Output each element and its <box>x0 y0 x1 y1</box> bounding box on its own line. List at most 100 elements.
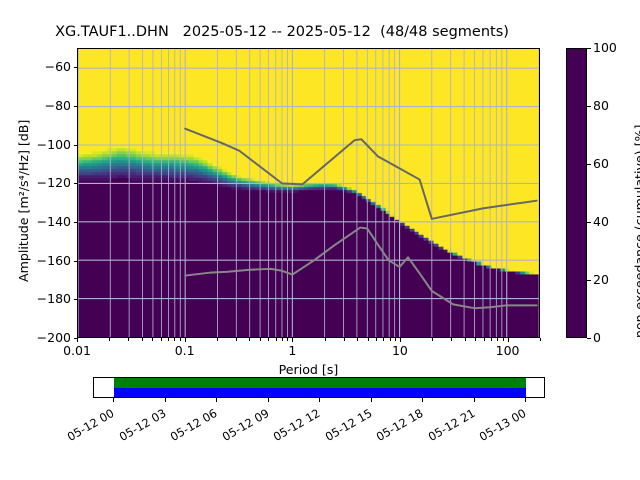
y-tick-label: −160 <box>36 252 71 268</box>
x-tick-mark <box>383 338 385 341</box>
x-tick-mark <box>184 338 186 342</box>
colorbar-tick-label: 40 <box>593 214 609 229</box>
x-tick-mark <box>179 338 181 341</box>
x-tick-mark <box>128 338 130 341</box>
timeline-date-label: 05-12 00 <box>64 405 117 444</box>
x-tick-mark <box>249 338 251 341</box>
colorbar-tick-mark <box>587 106 591 107</box>
timeline-tick-mark <box>112 398 114 402</box>
noise-model-lines <box>184 127 538 310</box>
data-coverage-timeline[interactable] <box>93 377 545 398</box>
y-tick-label: −100 <box>36 136 71 152</box>
x-tick-label: 0.01 <box>63 343 91 358</box>
x-tick-mark <box>395 338 397 341</box>
x-tick-mark <box>376 338 378 341</box>
timeline-tick-mark <box>370 398 372 402</box>
timeline-tick-mark <box>319 398 321 402</box>
timeline-tick-mark <box>422 398 424 402</box>
x-tick-mark <box>236 338 237 341</box>
x-tick-mark <box>343 338 345 341</box>
x-tick-mark <box>109 338 111 341</box>
x-tick-mark <box>281 338 283 341</box>
noise-model-nhnm <box>184 127 538 220</box>
timeline-tick-mark <box>473 398 475 402</box>
timeline-tick-mark <box>525 398 527 402</box>
ppsd-heatmap <box>78 49 539 337</box>
y-tick-label: −140 <box>36 214 71 229</box>
x-tick-mark <box>174 338 176 341</box>
y-tick-mark <box>73 299 77 301</box>
colorbar-tick-label: 100 <box>593 40 617 55</box>
colorbar-gradient <box>567 49 586 337</box>
colorbar-tick-label: 20 <box>593 272 609 287</box>
x-tick-mark <box>357 338 359 341</box>
y-tick-mark <box>73 106 77 107</box>
x-tick-mark <box>292 338 294 342</box>
x-tick-label: 0.1 <box>174 343 195 358</box>
x-tick-mark <box>367 338 369 341</box>
y-tick-mark <box>73 183 77 185</box>
ppsd-plot-area[interactable] <box>77 48 540 338</box>
colorbar-tick-mark <box>587 48 591 49</box>
x-tick-mark <box>389 338 391 341</box>
page-title: XG.TAUF1..DHN 2025-05-12 -- 2025-05-12 (… <box>55 24 509 40</box>
timeline-date-label: 05-12 03 <box>116 405 169 444</box>
x-axis-label: Period [s] <box>278 362 339 377</box>
y-tick-label: −180 <box>36 291 71 307</box>
y-tick-label: −60 <box>44 59 71 75</box>
data-coverage-green <box>113 378 526 388</box>
x-tick-mark <box>217 338 219 341</box>
data-coverage-blue <box>113 387 526 397</box>
timeline-tick-mark <box>164 398 166 402</box>
timeline-date-label: 05-12 09 <box>219 405 272 444</box>
colorbar-tick-mark <box>587 280 591 281</box>
y-tick-mark <box>73 260 77 262</box>
x-tick-label: 100 <box>495 343 520 358</box>
x-tick-label: 1 <box>288 343 297 358</box>
y-tick-mark <box>73 338 77 339</box>
x-tick-mark <box>399 338 401 342</box>
x-tick-mark <box>507 338 509 342</box>
y-tick-mark <box>73 67 77 69</box>
colorbar-tick-mark <box>587 338 591 339</box>
colorbar-tick-label: 0 <box>593 330 601 345</box>
x-tick-mark <box>502 338 504 341</box>
y-tick-mark <box>73 144 77 146</box>
colorbar-tick-mark <box>587 222 591 223</box>
colorbar-tick-label: 80 <box>593 98 609 113</box>
timeline-tick-mark <box>267 398 269 402</box>
x-tick-mark <box>497 338 499 341</box>
x-tick-mark <box>259 338 261 341</box>
x-tick-mark <box>167 338 169 341</box>
colorbar-tick-label: 60 <box>593 156 609 171</box>
y-tick-label: −200 <box>36 330 71 345</box>
x-tick-mark <box>483 338 485 341</box>
x-tick-mark <box>275 338 277 341</box>
timeline-date-label: 05-12 15 <box>322 405 375 444</box>
x-tick-mark <box>77 338 78 342</box>
x-tick-mark <box>464 338 466 341</box>
x-tick-mark <box>475 338 477 341</box>
timeline-date-label: 05-12 12 <box>270 405 323 444</box>
colorbar-label: non-exceedance (cumulative) [%] <box>632 124 640 338</box>
x-tick-mark <box>324 338 326 341</box>
x-tick-mark <box>540 338 541 341</box>
x-tick-mark <box>268 338 270 341</box>
y-tick-mark <box>73 222 77 223</box>
x-tick-mark <box>490 338 492 341</box>
noise-model-nlnm <box>184 226 538 310</box>
timeline-date-label: 05-12 06 <box>167 405 220 444</box>
x-tick-mark <box>152 338 154 341</box>
timeline-date-label: 05-13 00 <box>477 405 529 444</box>
y-tick-label: −80 <box>44 98 71 113</box>
x-tick-mark <box>432 338 434 341</box>
colorbar-tick-mark <box>587 164 591 165</box>
y-axis-label: Amplitude [m²/s⁴/Hz] [dB] <box>16 119 31 282</box>
timeline-tick-mark <box>216 398 218 402</box>
x-tick-mark <box>287 338 289 341</box>
timeline-date-label: 05-12 18 <box>373 405 426 444</box>
x-tick-mark <box>451 338 453 341</box>
x-tick-mark <box>160 338 162 341</box>
x-tick-label: 10 <box>391 343 408 358</box>
